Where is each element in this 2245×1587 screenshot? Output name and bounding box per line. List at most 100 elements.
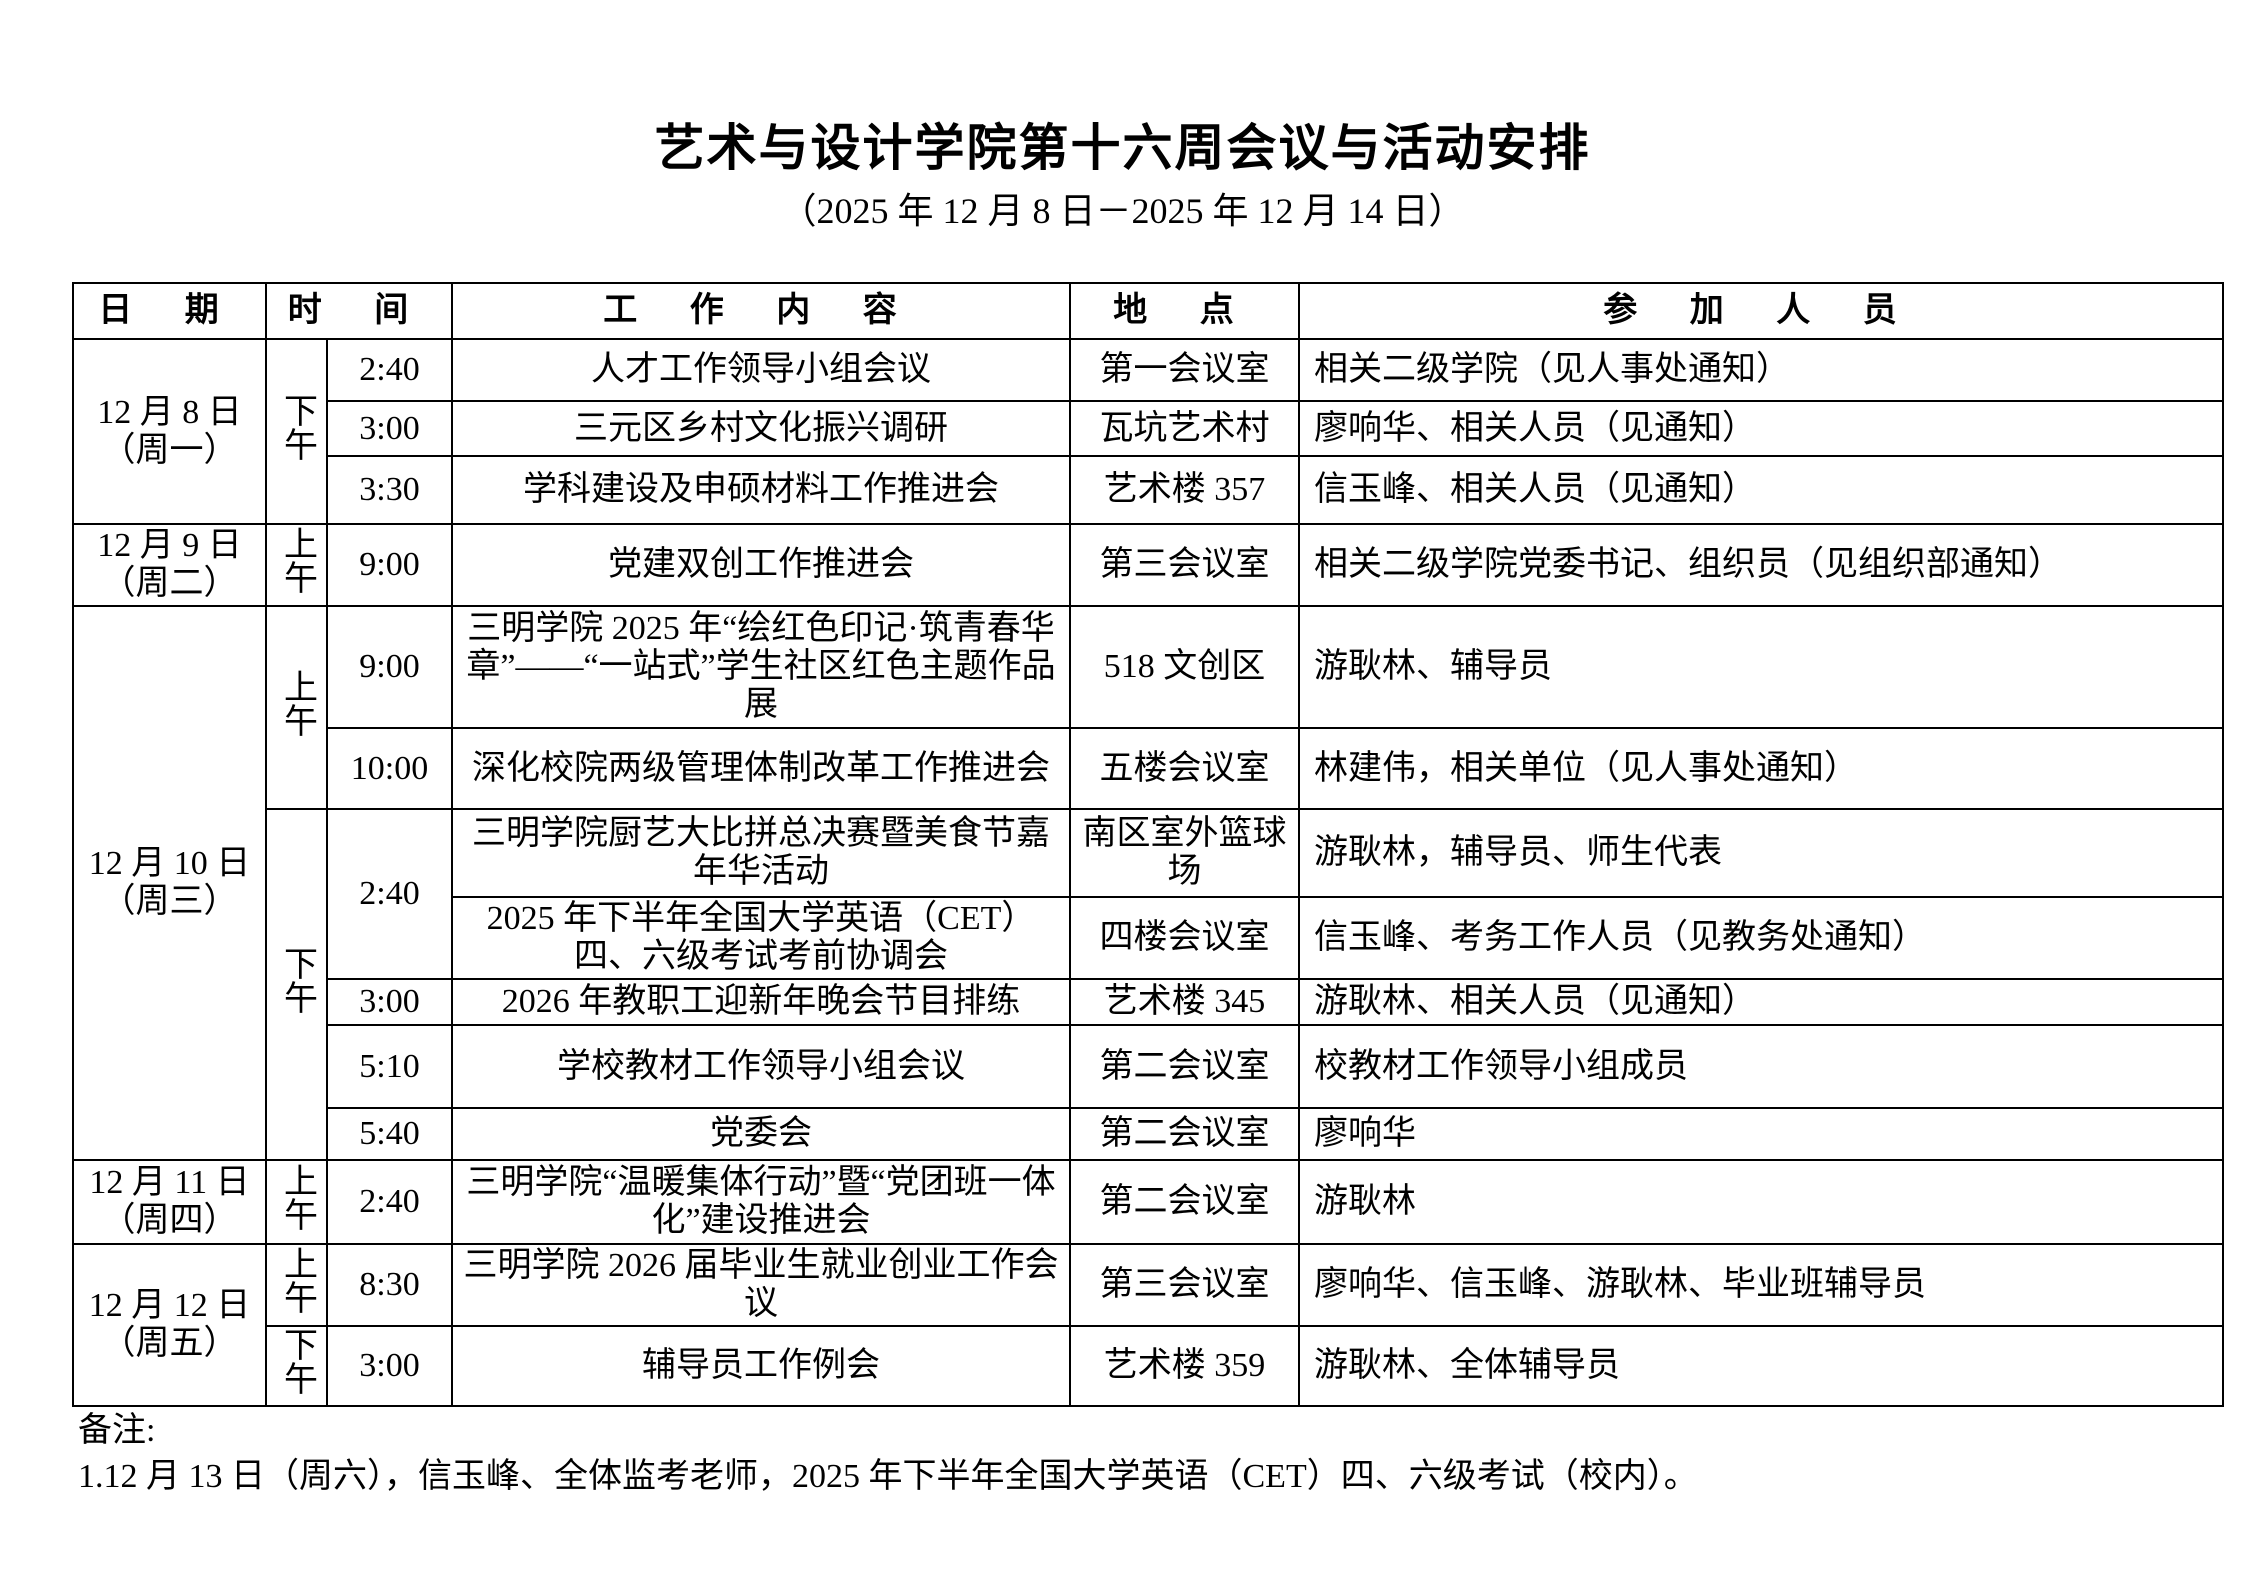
table-row: 12 月 12 日（周五） 上午 8:30 三明学院 2026 届毕业生就业创业工作会… bbox=[72, 1243, 2224, 1407]
location-cell: 艺术楼 359 bbox=[1069, 1325, 1300, 1407]
date-range-subtitle: （2025 年 12 月 8 日－2025 年 12 月 14 日） bbox=[780, 191, 1465, 231]
date-cell: 12 月 9 日（周二） bbox=[72, 523, 267, 607]
location-cell: 第一会议室 bbox=[1069, 338, 1300, 402]
attendees-cell: 廖响华、相关人员（见通知） bbox=[1298, 400, 2224, 457]
location-cell: 第三会议室 bbox=[1069, 1243, 1300, 1327]
content-cell: 辅导员工作例会 bbox=[451, 1325, 1071, 1407]
time-cell: 9:00 bbox=[326, 605, 453, 729]
content-cell: 2026 年教职工迎新年晚会节目排练 bbox=[451, 978, 1071, 1026]
weekday-label: （周四） bbox=[101, 1202, 238, 1239]
table-row: 下午 2:40 三明学院厨艺大比拼总决赛暨美食节嘉年华活动 南区室外篮球场 游耿林，辅导… bbox=[73, 808, 2224, 1161]
period-cell: 下午 bbox=[265, 808, 328, 1161]
header-attendees: 参 加 人 员 bbox=[1298, 282, 2224, 340]
period-cell: 下午 bbox=[265, 1325, 328, 1407]
attendees-cell: 林建伟，相关单位（见人事处通知） bbox=[1298, 727, 2224, 810]
header-time: 时 间 bbox=[265, 282, 453, 340]
location-cell: 瓦坑艺术村 bbox=[1069, 400, 1300, 457]
content-cell: 三明学院 2026 届毕业生就业创业工作会议 bbox=[451, 1243, 1071, 1327]
table-row: 5:40 党委会 第二会议室 廖响华 bbox=[73, 1107, 2224, 1161]
time-cell: 5:40 bbox=[326, 1107, 453, 1161]
period-cell: 上午 bbox=[265, 605, 328, 810]
location-cell: 第二会议室 bbox=[1069, 1159, 1300, 1245]
location-cell: 艺术楼 345 bbox=[1069, 978, 1300, 1026]
location-cell: 四楼会议室 bbox=[1069, 896, 1300, 980]
page-title: 艺术与设计学院第十六周会议与活动安排 bbox=[654, 120, 1591, 176]
content-cell: 三元区乡村文化振兴调研 bbox=[451, 400, 1071, 457]
date-cell: 12 月 11 日（周四） bbox=[72, 1159, 267, 1245]
table-row: 5:10 学校教材工作领导小组会议 第二会议室 校教材工作领导小组成员 bbox=[73, 1024, 2224, 1109]
weekday-label: （周五） bbox=[101, 1325, 238, 1362]
attendees-cell: 校教材工作领导小组成员 bbox=[1298, 1024, 2224, 1109]
weekday-label: （周三） bbox=[101, 883, 238, 920]
table-row: 12 月 9 日（周二） 上午 9:00 党建双创工作推进会 第三会议室 相关二级学院党委… bbox=[72, 523, 2224, 607]
header-row: 日 期 时 间 工 作 内 容 地 点 参 加 人 员 bbox=[72, 282, 2224, 340]
time-cell: 5:10 bbox=[326, 1024, 453, 1109]
date-label: 12 月 9 日 bbox=[97, 527, 242, 564]
attendees-cell: 相关二级学院（见人事处通知） bbox=[1298, 338, 2224, 402]
table-row: 12 月 10 日（周三） 上午 9:00 三明学院 2025 年“绘红色印记·筑青春… bbox=[72, 605, 2224, 1161]
period-label: 上午 bbox=[278, 1163, 316, 1231]
period-cell: 上午 bbox=[265, 523, 328, 607]
content-cell: 2025 年下半年全国大学英语（CET）四、六级考试考前协调会 bbox=[451, 896, 1071, 980]
content-cell: 学科建设及申硕材料工作推进会 bbox=[451, 455, 1071, 525]
content-cell: 三明学院 2025 年“绘红色印记·筑青春华章”——“一站式”学生社区红色主题作… bbox=[451, 605, 1071, 729]
period-cell: 上午 bbox=[265, 1243, 328, 1327]
date-cell: 12 月 10 日（周三） bbox=[72, 605, 267, 1161]
location-cell: 518 文创区 bbox=[1069, 605, 1300, 729]
content-cell: 党委会 bbox=[451, 1107, 1071, 1161]
time-cell: 10:00 bbox=[326, 727, 453, 810]
time-cell: 3:30 bbox=[326, 455, 453, 525]
content-cell: 学校教材工作领导小组会议 bbox=[451, 1024, 1071, 1109]
period-label: 下午 bbox=[278, 945, 316, 1014]
location-cell: 南区室外篮球场 bbox=[1069, 808, 1300, 898]
table-row: 2025 年下半年全国大学英语（CET）四、六级考试考前协调会 四楼会议室 信玉峰、… bbox=[73, 896, 2224, 980]
period-label: 下午 bbox=[278, 1327, 316, 1395]
location-cell: 五楼会议室 bbox=[1069, 727, 1300, 810]
time-cell: 2:40 bbox=[326, 338, 453, 402]
table-row: 3:00 2026 年教职工迎新年晚会节目排练 艺术楼 345 游耿林、相关人员（见通… bbox=[73, 978, 2224, 1026]
table-row: 3:00 三元区乡村文化振兴调研 瓦坑艺术村 廖响华、相关人员（见通知） bbox=[73, 400, 2224, 457]
time-cell: 3:00 bbox=[326, 978, 453, 1026]
table-row: 下午 3:00 辅导员工作例会 艺术楼 359 游耿林、全体辅导员 bbox=[73, 1325, 2224, 1407]
location-cell: 艺术楼 357 bbox=[1069, 455, 1300, 525]
period-label: 上午 bbox=[278, 526, 316, 594]
content-cell: 党建双创工作推进会 bbox=[451, 523, 1071, 607]
date-label: 12 月 10 日 bbox=[88, 845, 251, 882]
attendees-cell: 游耿林、相关人员（见通知） bbox=[1298, 978, 2224, 1026]
attendees-cell: 游耿林 bbox=[1298, 1159, 2224, 1245]
time-cell: 9:00 bbox=[326, 523, 453, 607]
weekday-label: （周一） bbox=[101, 431, 238, 469]
period-label: 上午 bbox=[278, 668, 316, 737]
content-cell: 人才工作领导小组会议 bbox=[451, 338, 1071, 402]
date-label: 12 月 8 日 bbox=[97, 393, 242, 431]
time-cell: 2:40 bbox=[326, 1159, 453, 1245]
date-cell: 12 月 12 日（周五） bbox=[72, 1243, 267, 1407]
note-item: 1.12 月 13 日（周六），信玉峰、全体监考老师，2025 年下半年全国大学… bbox=[78, 1458, 1698, 1495]
attendees-cell: 信玉峰、考务工作人员（见教务处通知） bbox=[1298, 896, 2224, 980]
period-label: 上午 bbox=[278, 1246, 316, 1314]
header-location: 地 点 bbox=[1069, 282, 1300, 340]
date-label: 12 月 11 日 bbox=[89, 1164, 250, 1201]
location-cell: 第二会议室 bbox=[1069, 1107, 1300, 1161]
schedule-table: 日 期 时 间 工 作 内 容 地 点 参 加 人 员 12 月 8 日（周一）… bbox=[72, 282, 2224, 1407]
table-row: 3:30 学科建设及申硕材料工作推进会 艺术楼 357 信玉峰、相关人员（见通知） bbox=[73, 455, 2224, 525]
attendees-cell: 游耿林、全体辅导员 bbox=[1298, 1325, 2224, 1407]
period-cell: 下午 bbox=[265, 338, 328, 525]
date-label: 12 月 12 日 bbox=[88, 1287, 251, 1324]
attendees-cell: 游耿林，辅导员、师生代表 bbox=[1298, 808, 2224, 898]
attendees-cell: 相关二级学院党委书记、组织员（见组织部通知） bbox=[1298, 523, 2224, 607]
period-label: 下午 bbox=[278, 392, 316, 461]
notes: 备注: 1.12 月 13 日（周六），信玉峰、全体监考老师，2025 年下半年… bbox=[78, 1408, 1698, 1500]
content-cell: 深化校院两级管理体制改革工作推进会 bbox=[451, 727, 1071, 810]
attendees-cell: 廖响华 bbox=[1298, 1107, 2224, 1161]
attendees-cell: 信玉峰、相关人员（见通知） bbox=[1298, 455, 2224, 525]
location-cell: 第三会议室 bbox=[1069, 523, 1300, 607]
content-cell: 三明学院厨艺大比拼总决赛暨美食节嘉年华活动 bbox=[451, 808, 1071, 898]
notes-label: 备注: bbox=[78, 1412, 156, 1449]
attendees-cell: 游耿林、辅导员 bbox=[1298, 605, 2224, 729]
date-cell: 12 月 8 日（周一） bbox=[72, 338, 267, 525]
period-cell: 上午 bbox=[265, 1159, 328, 1245]
weekday-label: （周二） bbox=[101, 565, 238, 602]
header-content: 工 作 内 容 bbox=[451, 282, 1071, 340]
time-cell: 2:40 bbox=[326, 808, 453, 980]
